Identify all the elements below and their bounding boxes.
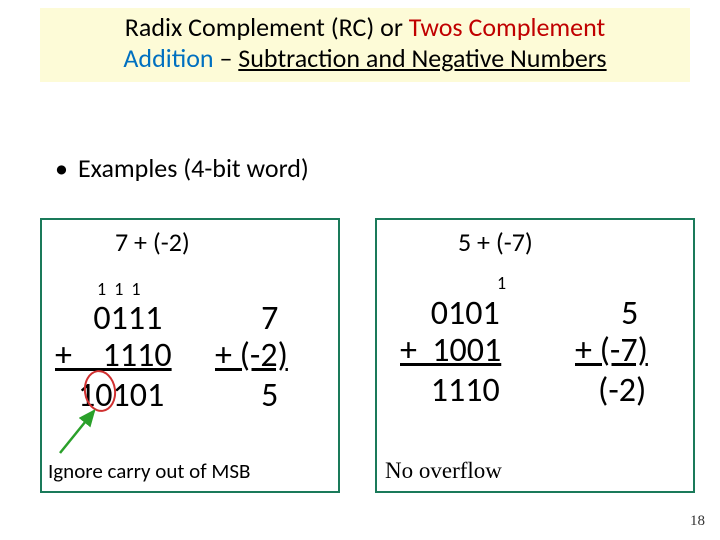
left-dec-result: 5	[215, 375, 278, 416]
left-dec-row2: + (-2)	[215, 335, 288, 376]
title-subtraction: Subtraction and Negative Numbers	[238, 42, 606, 74]
right-expression: 5 + (-7)	[458, 226, 533, 258]
title-text-1b: Twos Complement	[409, 11, 605, 43]
examples-bullet: • Examples (4-bit word)	[55, 152, 309, 184]
title-box: Radix Complement (RC) or Twos Complement…	[40, 8, 690, 82]
left-dec-row1: 7	[215, 298, 278, 339]
right-carries: 1	[497, 272, 506, 294]
title-text-1a: Radix Complement (RC) or	[125, 11, 409, 43]
left-carries: 1 1 1	[97, 278, 143, 300]
right-note: No overflow	[385, 458, 502, 484]
right-dec-result: (-2)	[575, 370, 646, 411]
left-bin-row1: 0111	[55, 298, 162, 339]
examples-label: Examples (4-bit word)	[78, 152, 309, 184]
title-addition: Addition	[123, 42, 213, 74]
right-dec-row1: 5	[575, 293, 638, 334]
left-note: Ignore carry out of MSB	[48, 458, 250, 484]
left-bin-row2: + 1110	[55, 335, 172, 376]
title-line-2: Addition – Subtraction and Negative Numb…	[52, 43, 678, 74]
right-bin-row1: 0101	[400, 293, 500, 334]
title-line-1: Radix Complement (RC) or Twos Complement	[52, 12, 678, 43]
right-dec-row2: + (-7)	[575, 330, 648, 371]
arrow-to-carry	[52, 405, 112, 465]
slide-number: 18	[690, 513, 705, 530]
left-expression: 7 + (-2)	[115, 226, 190, 258]
title-dash: –	[214, 42, 239, 74]
bullet-icon: •	[55, 152, 68, 184]
right-bin-result: 1110	[400, 370, 500, 411]
right-bin-row2: + 1001	[400, 330, 501, 371]
